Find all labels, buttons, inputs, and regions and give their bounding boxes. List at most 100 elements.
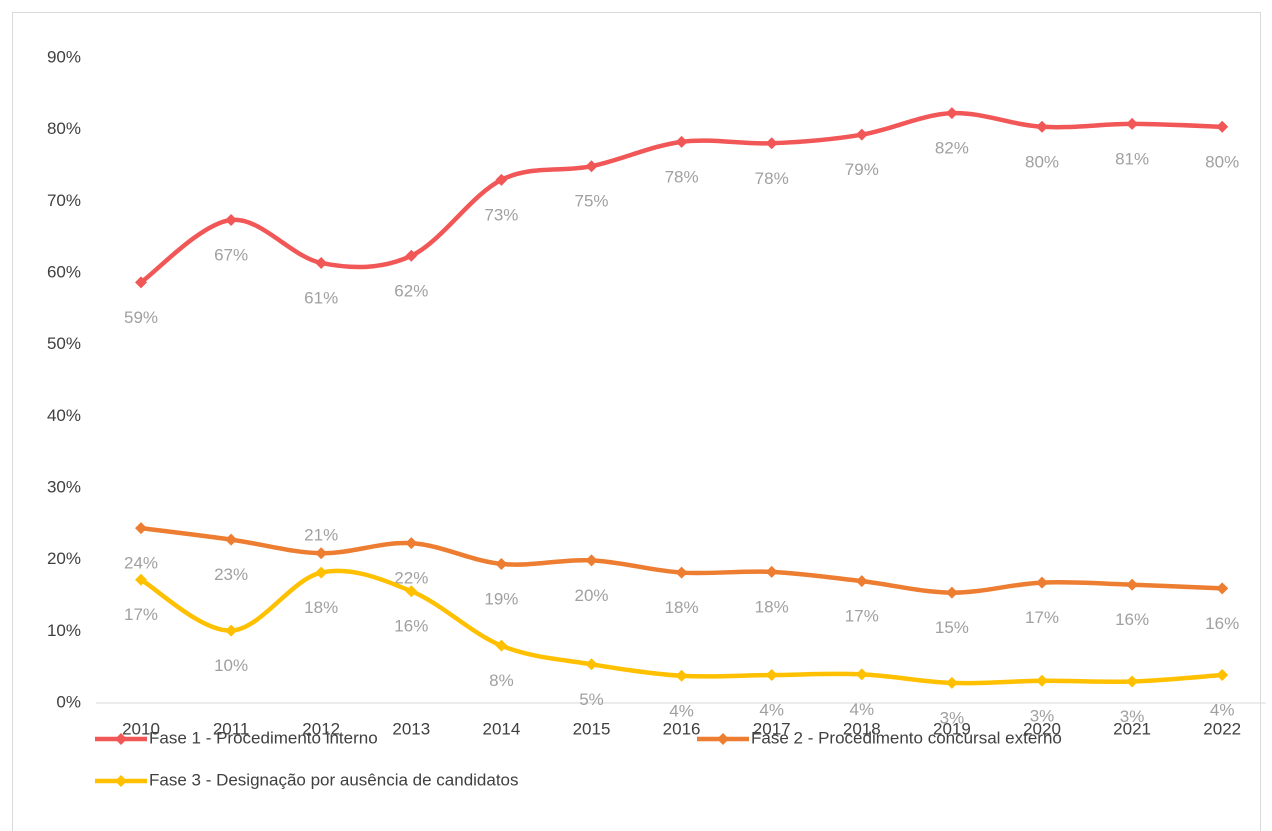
x-tick-label: 2016 — [663, 719, 701, 738]
x-tick-label: 2022 — [1203, 719, 1241, 738]
point-marker — [855, 128, 868, 141]
data-label: 81% — [1115, 149, 1149, 168]
x-tick-label: 2010 — [122, 719, 160, 738]
point-marker — [585, 658, 598, 671]
data-label: 22% — [394, 569, 428, 588]
data-label: 75% — [574, 192, 608, 211]
data-label: 16% — [1205, 614, 1239, 633]
data-label: 4% — [1210, 701, 1235, 720]
point-marker — [495, 173, 508, 186]
x-tick-label: 2012 — [302, 719, 340, 738]
point-marker — [1126, 675, 1139, 688]
point-marker — [945, 586, 958, 599]
y-tick-label: 60% — [47, 262, 81, 281]
point-marker — [225, 533, 238, 546]
data-label: 78% — [755, 169, 789, 188]
data-label: 82% — [935, 139, 969, 158]
data-label: 19% — [484, 589, 518, 608]
point-marker — [1126, 578, 1139, 591]
y-tick-label: 20% — [47, 549, 81, 568]
legend-label: Fase 2 - Procedimento concursal externo — [751, 728, 1062, 747]
point-marker — [405, 585, 418, 598]
data-label: 20% — [574, 586, 608, 605]
point-marker — [135, 522, 147, 535]
point-marker — [675, 566, 688, 579]
data-label: 5% — [579, 690, 604, 709]
point-marker — [135, 573, 147, 586]
legend-label: Fase 1 - Procedimento interno — [149, 728, 378, 747]
y-tick-label: 80% — [47, 119, 81, 138]
data-label: 17% — [845, 607, 879, 626]
data-label: 79% — [845, 160, 879, 179]
data-label: 3% — [1030, 706, 1055, 725]
point-marker — [765, 565, 778, 578]
data-label: 16% — [1115, 610, 1149, 629]
point-marker — [675, 135, 688, 148]
point-marker — [405, 249, 418, 262]
point-marker — [585, 554, 598, 567]
point-marker — [225, 624, 238, 637]
y-tick-label: 10% — [47, 621, 81, 640]
data-label: 61% — [304, 288, 338, 307]
point-marker — [1216, 582, 1229, 595]
y-tick-label: 90% — [47, 47, 81, 66]
point-marker — [315, 256, 328, 269]
point-marker — [675, 669, 688, 682]
point-marker — [1036, 120, 1048, 133]
point-marker — [855, 668, 868, 681]
data-label: 10% — [214, 656, 248, 675]
y-tick-label: 50% — [47, 334, 81, 353]
point-marker — [585, 160, 598, 173]
y-tick-label: 30% — [47, 477, 81, 496]
data-label: 18% — [755, 597, 789, 616]
y-tick-label: 40% — [47, 406, 81, 425]
point-marker — [855, 575, 868, 588]
x-tick-label: 2013 — [392, 719, 430, 738]
data-label: 4% — [669, 701, 694, 720]
data-label: 59% — [124, 308, 158, 327]
point-marker — [1216, 669, 1229, 682]
data-label: 3% — [940, 708, 965, 727]
point-marker — [945, 107, 958, 120]
data-label: 80% — [1025, 152, 1059, 171]
data-label: 18% — [304, 598, 338, 617]
x-tick-label: 2019 — [933, 719, 971, 738]
legend-marker — [115, 775, 127, 787]
point-marker — [495, 557, 508, 570]
data-label: 17% — [1025, 608, 1059, 627]
legend-marker — [717, 733, 729, 745]
data-label: 78% — [665, 167, 699, 186]
data-label: 23% — [214, 565, 248, 584]
data-label: 73% — [484, 205, 518, 224]
point-marker — [1216, 120, 1229, 133]
data-label: 80% — [1205, 152, 1239, 171]
data-label: 4% — [759, 701, 784, 720]
legend-label: Fase 3 - Designação por ausência de cand… — [149, 770, 519, 789]
x-tick-label: 2011 — [213, 719, 250, 738]
point-marker — [765, 137, 778, 150]
data-label: 4% — [850, 700, 875, 719]
point-marker — [315, 547, 328, 560]
data-label: 15% — [935, 618, 969, 637]
point-marker — [765, 669, 778, 682]
data-label: 24% — [124, 554, 158, 573]
data-label: 16% — [394, 617, 428, 636]
data-label: 18% — [665, 598, 699, 617]
data-label: 17% — [124, 605, 158, 624]
point-marker — [495, 639, 508, 652]
point-marker — [135, 276, 147, 289]
x-tick-label: 2018 — [843, 719, 881, 738]
x-tick-label: 2017 — [753, 719, 791, 738]
data-label: 67% — [214, 245, 248, 264]
x-tick-label: 2015 — [573, 719, 611, 738]
point-marker — [1036, 674, 1048, 687]
y-tick-label: 70% — [47, 191, 81, 210]
data-label: 62% — [394, 281, 428, 300]
x-tick-label: 2021 — [1113, 719, 1151, 738]
point-marker — [1036, 576, 1048, 589]
chart-border — [12, 12, 1261, 831]
point-marker — [225, 213, 238, 226]
data-label: 8% — [489, 671, 514, 690]
